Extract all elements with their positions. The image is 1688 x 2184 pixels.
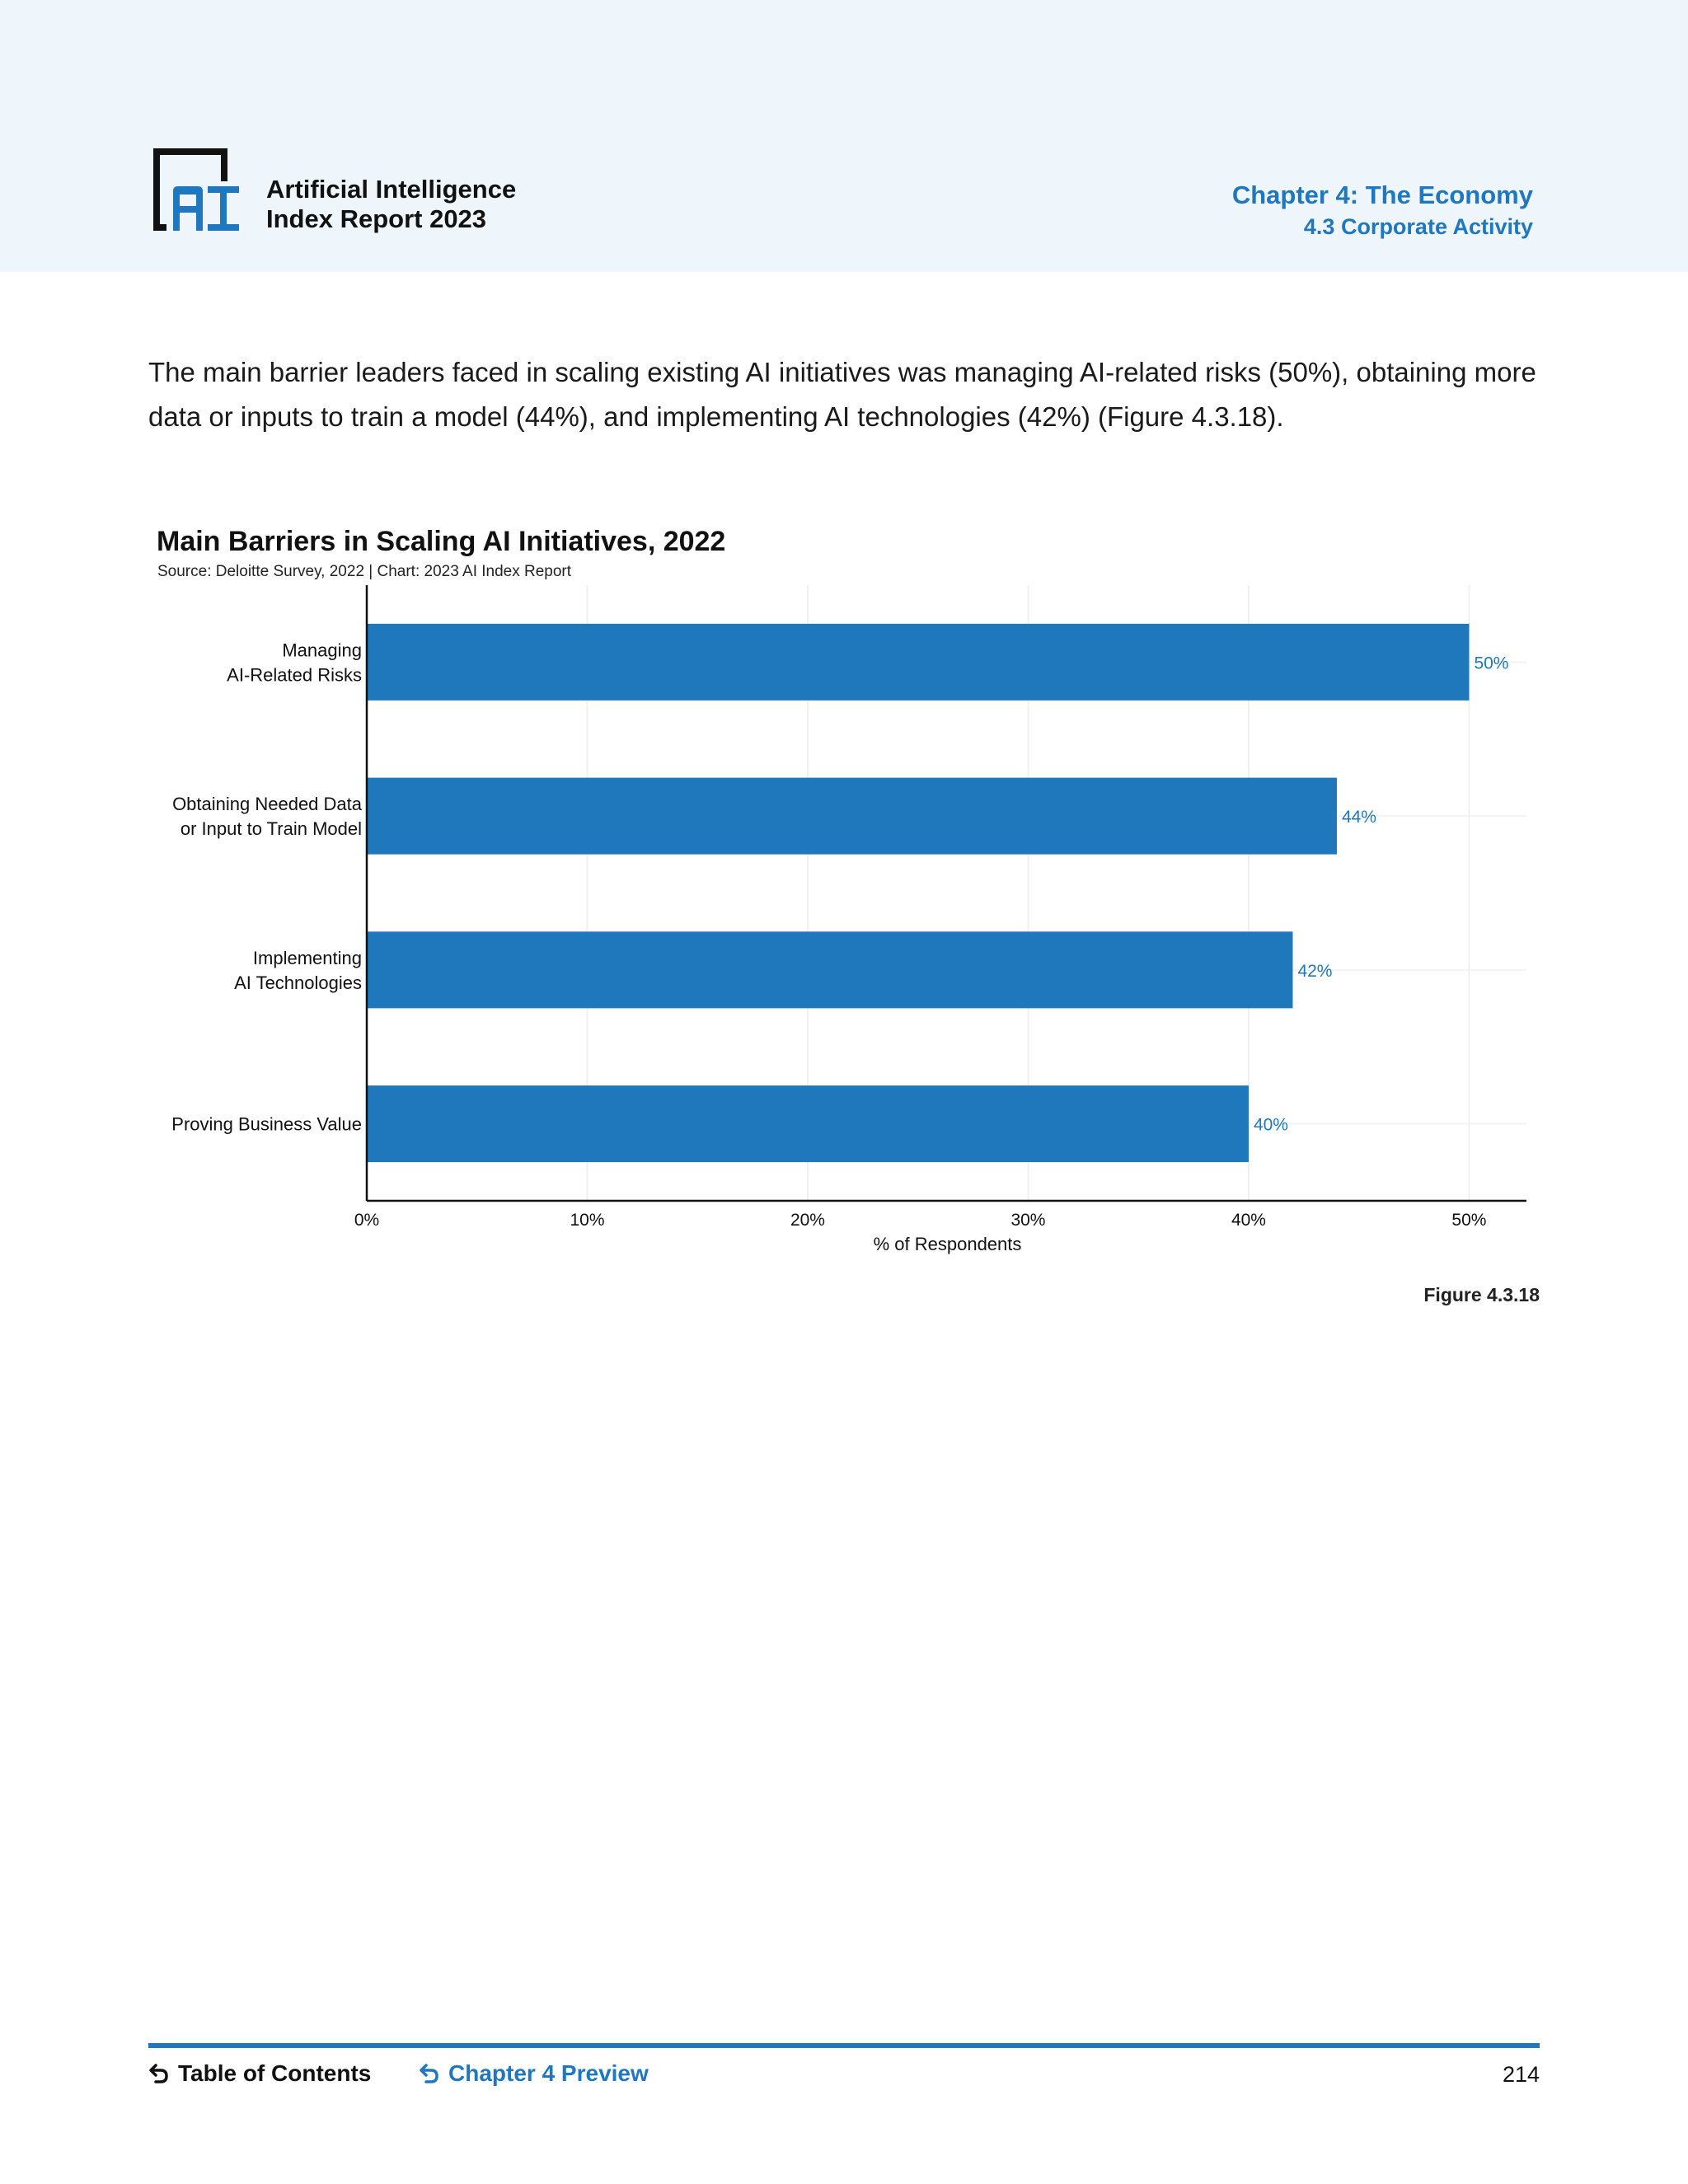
chapter-preview-link[interactable]: Chapter 4 Preview bbox=[419, 2060, 649, 2087]
x-axis-title: % of Respondents bbox=[874, 1234, 1022, 1254]
table-of-contents-link[interactable]: Table of Contents bbox=[148, 2060, 371, 2087]
chapter-title: Chapter 4: The Economy bbox=[1231, 180, 1533, 209]
footer-divider bbox=[148, 2043, 1540, 2048]
chart-subtitle: Source: Deloitte Survey, 2022 | Chart: 2… bbox=[157, 563, 572, 580]
chapter-preview-label: Chapter 4 Preview bbox=[448, 2060, 649, 2086]
category-label: or Input to Train Model bbox=[181, 818, 362, 839]
report-title-line1: Artificial Intelligence bbox=[266, 175, 517, 204]
x-tick-label: 0% bbox=[354, 1211, 379, 1230]
data-label: 42% bbox=[1297, 962, 1332, 981]
data-label: 50% bbox=[1474, 654, 1508, 673]
category-label: AI Technologies bbox=[234, 972, 362, 993]
x-tick-label: 30% bbox=[1010, 1211, 1045, 1230]
figure-label: Figure 4.3.18 bbox=[1423, 1284, 1540, 1305]
x-tick-label: 20% bbox=[790, 1211, 825, 1230]
report-title: Artificial Intelligence Index Report 202… bbox=[266, 175, 516, 234]
category-label: AI-Related Risks bbox=[227, 664, 362, 685]
chapter-heading: Chapter 4: The Economy 4.3 Corporate Act… bbox=[1232, 180, 1533, 242]
return-arrow-icon bbox=[149, 2064, 168, 2083]
category-label: Obtaining Needed Data bbox=[172, 794, 363, 814]
report-title-line2: Index Report 2023 bbox=[266, 204, 487, 233]
table-of-contents-label: Table of Contents bbox=[178, 2060, 372, 2086]
bar bbox=[367, 931, 1293, 1009]
chart-title: Main Barriers in Scaling AI Initiatives,… bbox=[157, 526, 726, 557]
x-tick-label: 40% bbox=[1231, 1211, 1266, 1230]
intro-paragraph: The main barrier leaders faced in scalin… bbox=[148, 357, 1536, 432]
x-tick-label: 10% bbox=[570, 1211, 604, 1230]
data-label: 40% bbox=[1254, 1116, 1288, 1135]
category-label: Implementing bbox=[253, 948, 362, 968]
page-number: 214 bbox=[1502, 2062, 1540, 2087]
bar bbox=[367, 623, 1470, 701]
bar bbox=[367, 777, 1337, 855]
bar bbox=[367, 1085, 1249, 1163]
category-label: Managing bbox=[282, 640, 362, 660]
page-header: Artificial Intelligence Index Report 202… bbox=[0, 0, 1688, 272]
category-label: Proving Business Value bbox=[171, 1114, 362, 1135]
data-label: 44% bbox=[1342, 808, 1376, 827]
bar-chart: 50% Managing AI-Related Risks 44% Obtaining … bbox=[171, 585, 1526, 1254]
chapter-section: 4.3 Corporate Activity bbox=[1303, 214, 1533, 239]
ai-index-logo-icon bbox=[153, 148, 239, 231]
x-tick-label: 50% bbox=[1451, 1211, 1486, 1230]
return-arrow-icon bbox=[420, 2064, 438, 2083]
